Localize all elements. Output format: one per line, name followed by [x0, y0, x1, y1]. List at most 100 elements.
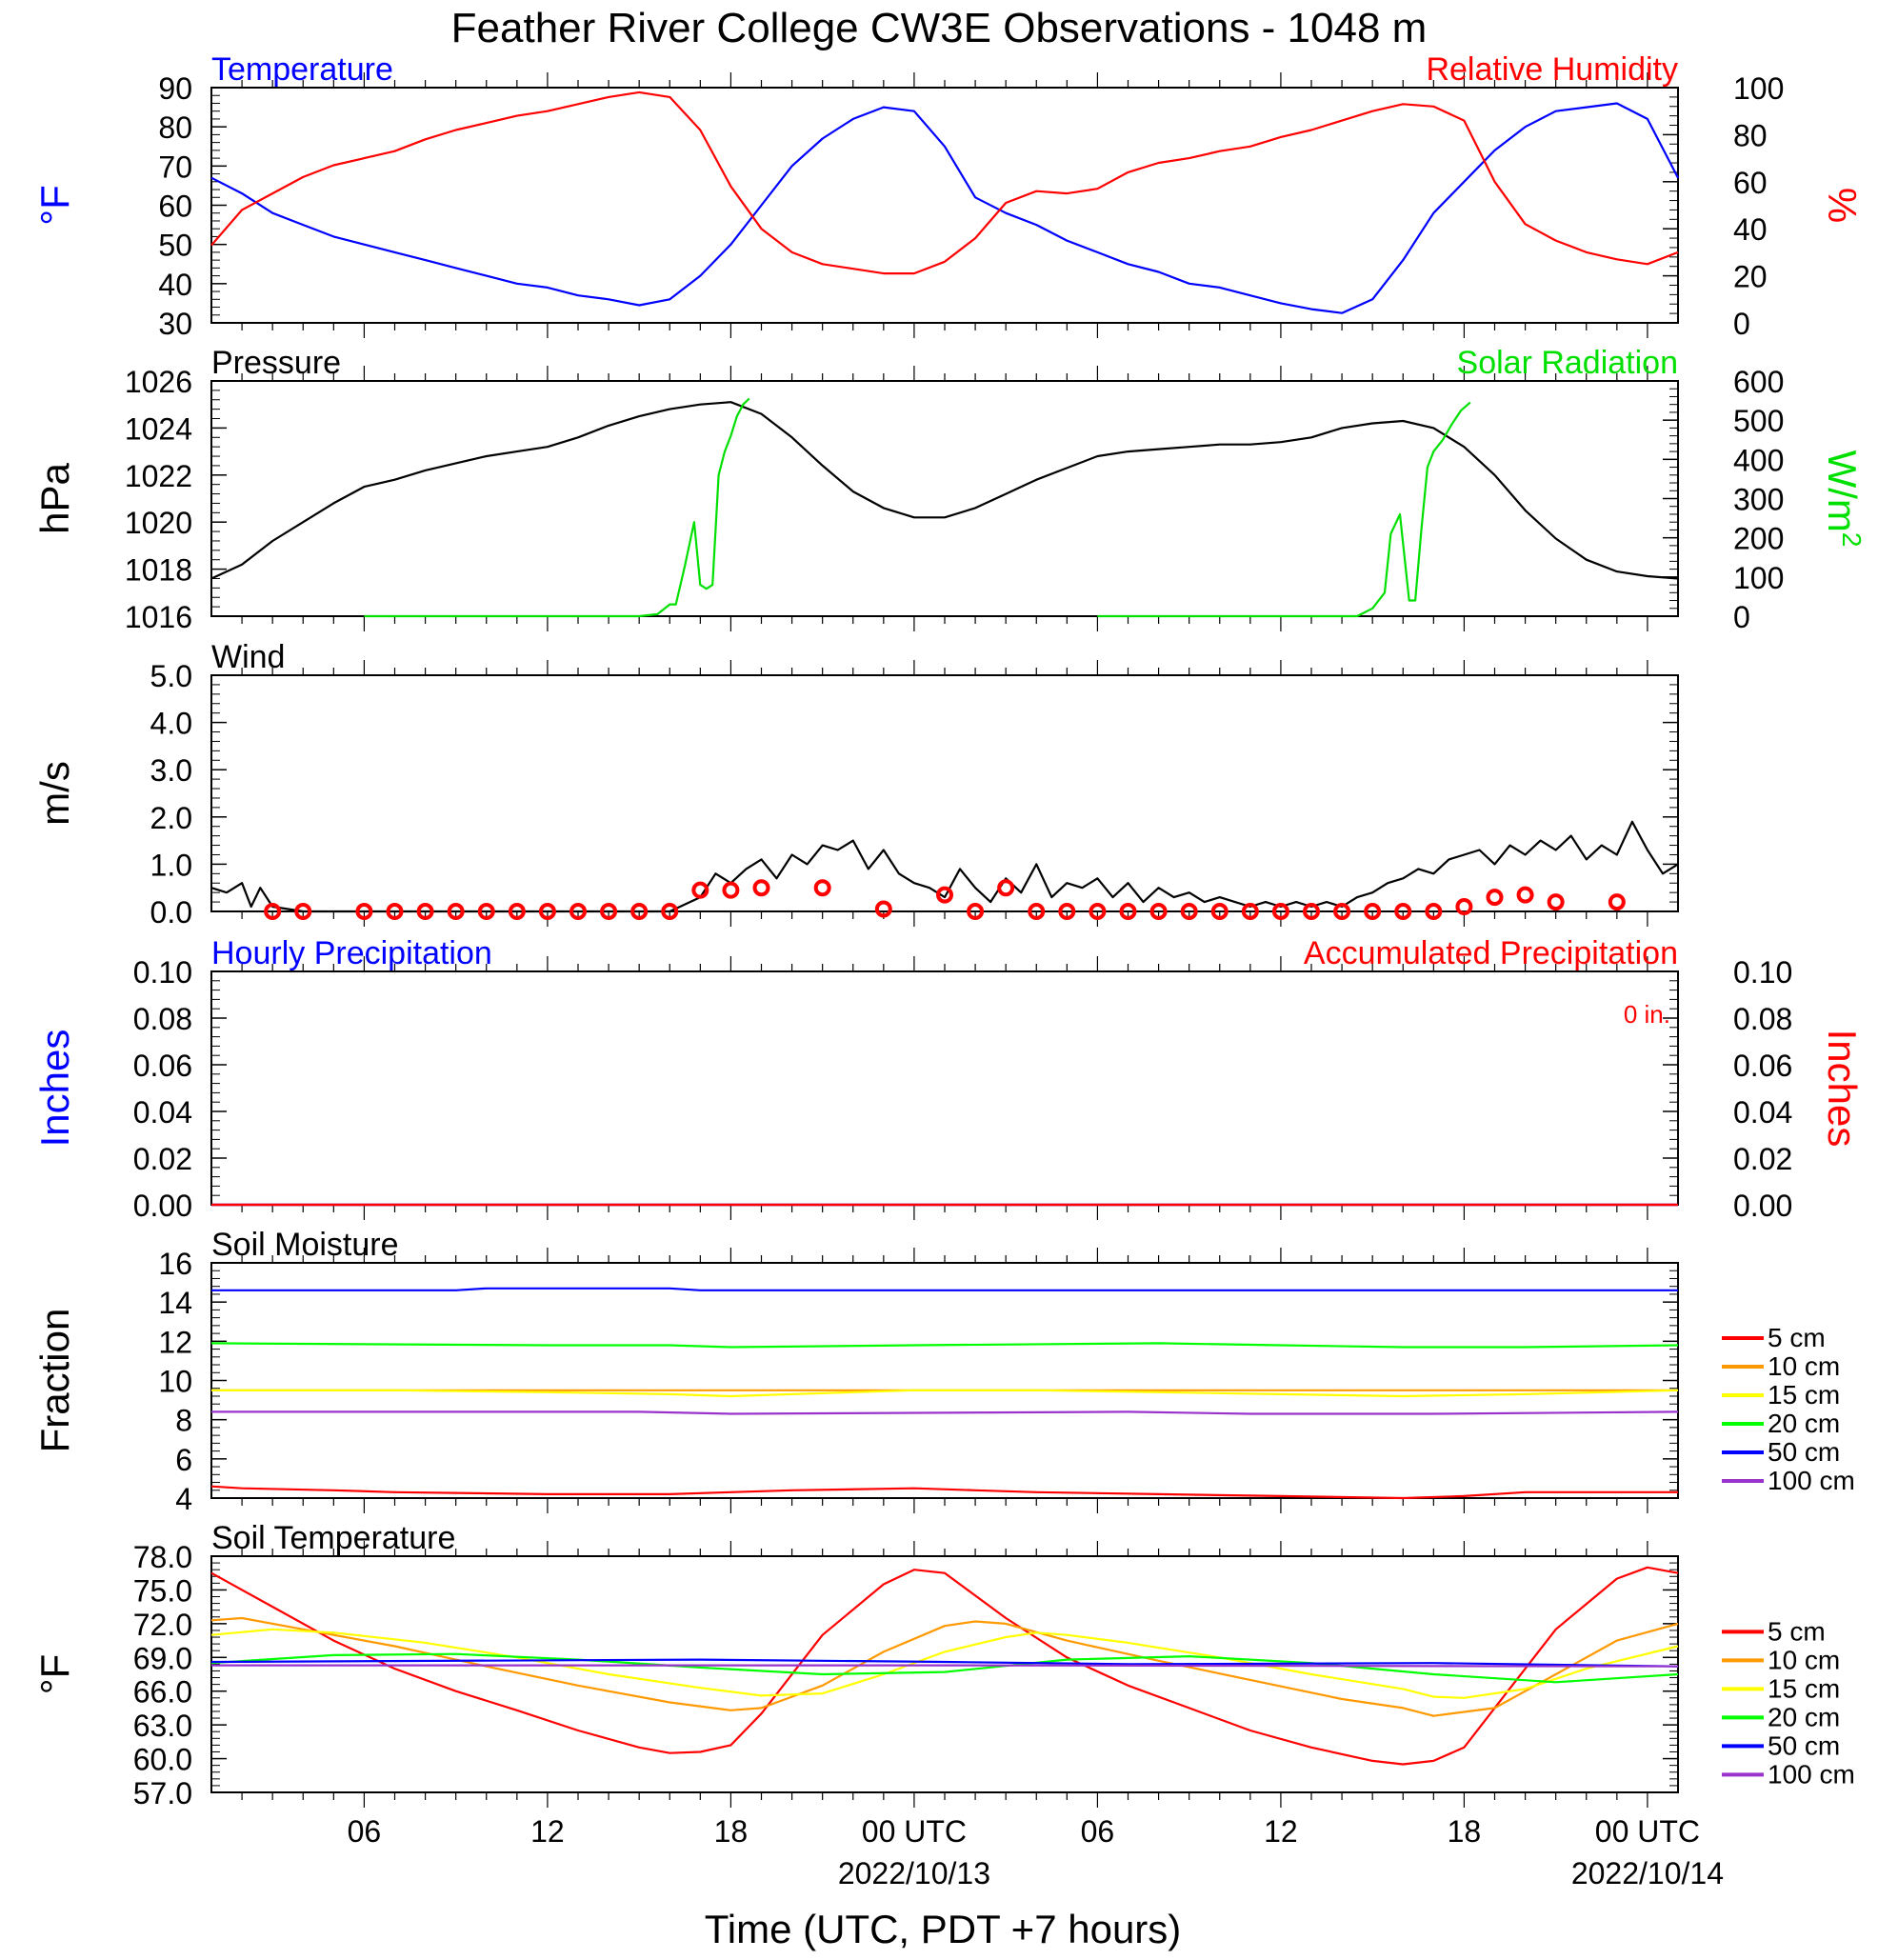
wind-direction-marker [967, 903, 985, 920]
wind-direction-marker [813, 879, 831, 897]
y-axis-label-right: % [1820, 188, 1865, 223]
x-axis: 06 12 18 00 UTC 2022/10/13 06 12 18 00 UTC 2022/1… [348, 1814, 1724, 1890]
series-wind-speed [210, 820, 1679, 913]
panel-title-left: Pressure [211, 345, 341, 381]
tick-label-right: 0 [1733, 307, 1750, 341]
wind-direction-marker [447, 903, 465, 920]
tick-label-left: 57.0 [133, 1776, 192, 1810]
panel-wind: 0.0 1.0 2.0 3.0 4.0 5.0 Wind m/s [32, 639, 1679, 930]
tick-label-left: 69.0 [133, 1641, 192, 1675]
x-tick-label: 00 UTC [1595, 1814, 1700, 1849]
panel-title-left: Temperature [211, 51, 393, 88]
wind-direction-marker [1028, 903, 1046, 920]
wind-direction-marker [752, 879, 770, 897]
panel-frame [210, 674, 1679, 912]
tick-label-right: 200 [1733, 522, 1784, 556]
wind-direction-marker [477, 903, 495, 920]
series-100-cm [211, 1410, 1679, 1415]
wind-direction-marker [1149, 903, 1168, 920]
wind-direction-marker [722, 881, 740, 899]
tick-label-right: 60 [1733, 166, 1768, 200]
tick-label-right: 40 [1733, 212, 1768, 247]
legend-label: 100 cm [1768, 1759, 1855, 1789]
y-axis-label-right: Inches [1820, 1030, 1865, 1148]
series-5-cm [210, 1485, 1678, 1500]
tick-label-left: 4 [175, 1482, 192, 1516]
series-relative-humidity [210, 90, 1679, 275]
panel-frame [210, 87, 1679, 324]
legend-label: 100 cm [1768, 1466, 1855, 1495]
wind-direction-marker [1455, 898, 1473, 916]
tick-label-left: 4.0 [150, 707, 192, 741]
wind-direction-marker [600, 903, 618, 920]
legend-label: 50 cm [1768, 1730, 1840, 1760]
wind-direction-marker [569, 903, 587, 920]
y-axis-label-left: Inches [32, 1030, 77, 1148]
tick-label-right: 0 [1733, 600, 1750, 634]
wind-direction-marker [1516, 886, 1534, 904]
x-tick-label: 00 UTC [862, 1814, 967, 1849]
panel-precip: 0.00 0.02 0.04 0.06 0.08 0.10 0.00 0.02 0.04 0.06… [32, 935, 1865, 1223]
tick-label-right: 500 [1733, 404, 1784, 438]
tick-label-left: 14 [158, 1286, 192, 1320]
series-5-cm [210, 1566, 1679, 1766]
panel-frame [210, 1555, 1679, 1793]
tick-label-left: 1018 [125, 553, 192, 588]
wind-direction-marker [538, 903, 556, 920]
y-axis-label-left: hPa [32, 462, 77, 533]
tick-label-left: 1016 [125, 600, 192, 634]
series-15-cm [211, 1389, 1679, 1398]
y-axis-label-left: °F [32, 1654, 77, 1694]
series-pressure [210, 401, 1679, 580]
tick-label-left: 75.0 [133, 1573, 192, 1608]
tick-label-left: 8 [175, 1404, 192, 1438]
tick-label-left: 1022 [125, 459, 192, 493]
wind-direction-marker [1058, 903, 1076, 920]
legend-label: 50 cm [1768, 1437, 1840, 1467]
wind-direction-marker [1364, 903, 1382, 920]
panel-frame [210, 970, 1679, 1206]
wind-direction-marker [508, 903, 526, 920]
wind-direction-marker [1241, 903, 1259, 920]
tick-label-left: 0.02 [133, 1142, 192, 1176]
tick-label-right: 80 [1733, 118, 1768, 152]
y-axis-label-superscript: 2 [1838, 532, 1868, 548]
wind-direction-marker [1119, 903, 1137, 920]
tick-label-left: 2.0 [150, 801, 192, 835]
wind-direction-marker [1271, 903, 1289, 920]
tick-label-left: 0.04 [133, 1095, 192, 1130]
wind-direction-marker [997, 879, 1015, 897]
tick-label-left: 80 [158, 110, 192, 145]
tick-label-left: 1020 [125, 506, 192, 540]
series-50-cm [211, 1287, 1678, 1291]
wind-direction-marker [691, 881, 709, 899]
tick-label-left: 50 [158, 229, 192, 263]
panel-title-right: Accumulated Precipitation [1304, 935, 1678, 971]
panel-title-right: Relative Humidity [1426, 51, 1678, 88]
x-tick-label: 12 [530, 1814, 565, 1849]
wind-direction-marker [1425, 903, 1443, 920]
wind-direction-marker [1210, 903, 1229, 920]
series-solar-radiation [1097, 401, 1471, 618]
x-date-label: 2022/10/14 [1571, 1856, 1724, 1890]
tick-label-left: 1024 [125, 411, 192, 446]
series-20-cm [210, 1652, 1679, 1684]
wind-direction-marker [874, 900, 892, 918]
tick-label-left: 0.0 [150, 895, 192, 930]
series-20-cm [210, 1342, 1679, 1349]
tick-label-left: 40 [158, 268, 192, 302]
tick-label-left: 12 [158, 1325, 192, 1359]
tick-label-left: 90 [158, 71, 192, 106]
legend-label: 20 cm [1768, 1409, 1840, 1438]
legend-label: 5 cm [1768, 1323, 1826, 1352]
tick-label-left: 70 [158, 150, 192, 184]
chart-title: Feather River College CW3E Observations … [451, 5, 1428, 51]
tick-label-left: 1.0 [150, 848, 192, 882]
tick-label-right: 100 [1733, 561, 1784, 595]
y-axis-label-left: °F [32, 185, 77, 225]
accumulation-annotation: 0 in. [1624, 1000, 1670, 1029]
